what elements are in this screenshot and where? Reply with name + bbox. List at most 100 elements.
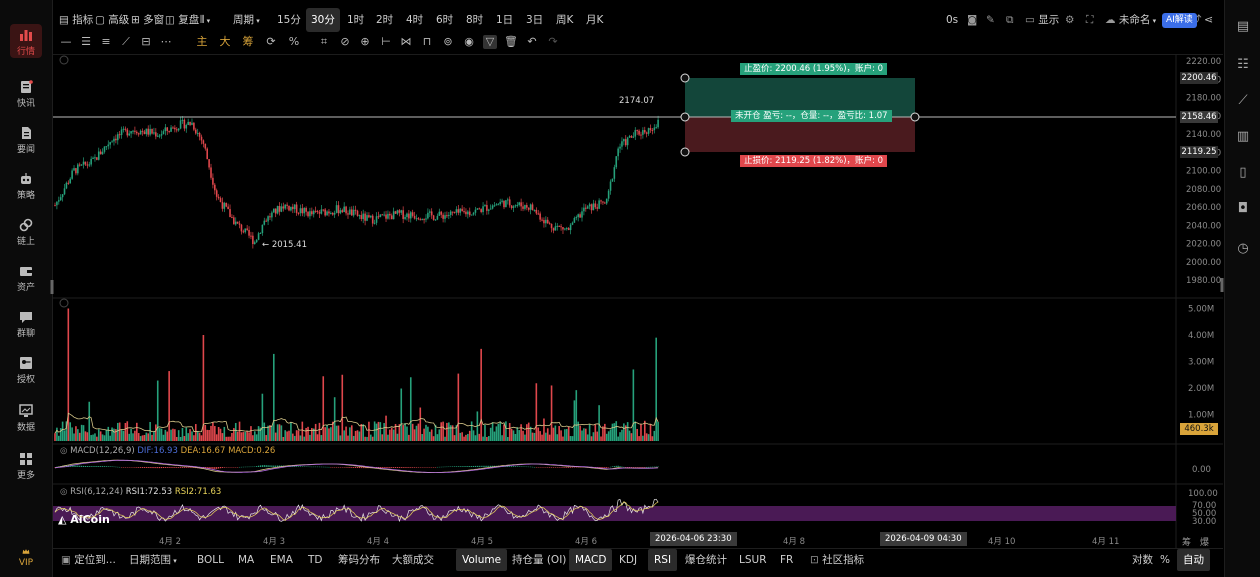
indicator-td[interactable]: TD: [308, 554, 323, 566]
magnet-icon[interactable]: ⊚: [443, 35, 453, 48]
clock-icon[interactable]: ◷: [1237, 241, 1249, 256]
interval-1h[interactable]: 1时: [347, 14, 365, 26]
ruler-icon[interactable]: ⊘: [340, 35, 350, 48]
stop-loss-zone[interactable]: [685, 117, 915, 152]
multi-chart-button[interactable]: ⊞ 多窗: [131, 8, 164, 32]
date-range-dropdown[interactable]: 日期范围 ▾: [129, 549, 177, 571]
tablet-icon[interactable]: ▯: [1239, 165, 1247, 180]
liquidation-toggle[interactable]: 爆: [1200, 538, 1210, 548]
width-handle[interactable]: [910, 112, 920, 122]
period-dropdown[interactable]: 周期 ▾: [233, 8, 260, 32]
visibility-icon[interactable]: ◎: [60, 487, 71, 497]
chip-toggle[interactable]: 筹: [1182, 538, 1192, 548]
copy-icon[interactable]: ⧉: [1006, 14, 1014, 26]
pencil-icon[interactable]: ✎: [986, 14, 995, 26]
more-tools-icon[interactable]: ⋯: [160, 35, 172, 48]
parallel-lines-icon[interactable]: ☰: [81, 35, 91, 48]
sidebar-item-more[interactable]: 更多: [0, 452, 52, 481]
macd-legend[interactable]: ◎ MACD(12,26,9) DIF:16.93 DEA:16.67 MACD…: [60, 446, 275, 456]
sub-fr[interactable]: FR: [780, 554, 794, 566]
sub-rsi[interactable]: RSI: [648, 549, 678, 571]
crop-icon[interactable]: ⌗: [320, 35, 328, 48]
rsi-legend[interactable]: ◎ RSI(6,12,24) RSI1:72.53 RSI2:71.63: [60, 487, 221, 497]
undo-icon[interactable]: ↶: [527, 35, 537, 48]
replay-button[interactable]: ◫ 复盘: [165, 8, 199, 32]
filter-icon[interactable]: ▽: [483, 35, 497, 49]
indicator-big-trade[interactable]: 大额成交: [392, 554, 434, 566]
interval-8h[interactable]: 8时: [466, 14, 484, 26]
vip-button[interactable]: VIP: [0, 548, 52, 568]
interval-1d[interactable]: 1日: [496, 14, 514, 26]
percent-scale-toggle[interactable]: %: [1160, 554, 1170, 566]
compare-icon[interactable]: ⟳: [266, 35, 276, 48]
display-button[interactable]: ▭ 显示: [1025, 8, 1059, 32]
ai-interpret-button[interactable]: AI解读: [1162, 13, 1197, 28]
lock-icon[interactable]: ⊓: [422, 35, 432, 48]
settings-icon[interactable]: ⚙: [1065, 14, 1075, 26]
sidebar-item-flash[interactable]: 快讯: [0, 80, 52, 109]
big-order-button[interactable]: 大: [219, 35, 231, 48]
chip-button[interactable]: 筹: [242, 35, 254, 48]
robot-rail-icon[interactable]: ◘: [1237, 201, 1249, 216]
percent-tool-icon[interactable]: %: [288, 35, 300, 48]
indicator-button[interactable]: ▤ 指标: [59, 8, 93, 32]
interval-6h[interactable]: 6时: [436, 14, 454, 26]
interval-30m[interactable]: 30分: [306, 8, 340, 32]
sub-lsur[interactable]: LSUR: [739, 554, 767, 566]
sidebar-item-auth[interactable]: 授权: [0, 356, 52, 385]
locate-button[interactable]: ▣ 定位到...: [61, 549, 116, 571]
chart-type-dropdown[interactable]: ⫴ ▾: [200, 8, 210, 32]
main-force-button[interactable]: 主: [196, 35, 208, 48]
sub-kdj[interactable]: KDJ: [619, 554, 638, 566]
camera-icon[interactable]: ◙: [967, 14, 978, 26]
indicator-ma[interactable]: MA: [238, 554, 255, 566]
take-profit-tag[interactable]: 止盈价: 2200.46 (1.95%)，账户: 0: [740, 63, 888, 75]
sidebar-item-market[interactable]: 行情: [0, 28, 52, 57]
interval-4h[interactable]: 4时: [406, 14, 424, 26]
layout-dropdown[interactable]: ☁ 未命名 ▾: [1105, 8, 1156, 32]
fib-icon[interactable]: ⊟: [141, 35, 151, 48]
fullscreen-icon[interactable]: ⛶: [1086, 14, 1094, 26]
pane-settings-icon[interactable]: [59, 55, 69, 65]
sidebar-item-strategy[interactable]: 策略: [0, 172, 52, 201]
stop-loss-tag[interactable]: 止损价: 2119.25 (1.82%)，账户: 0: [740, 155, 888, 167]
eye-icon[interactable]: ◉: [464, 35, 474, 48]
orderbook-icon[interactable]: ▤: [1236, 19, 1250, 34]
layers-icon[interactable]: ▥: [1236, 129, 1250, 144]
sl-handle[interactable]: [680, 147, 690, 157]
sidebar-item-assets[interactable]: 资产: [0, 264, 52, 293]
sub-liquidation[interactable]: 爆仓统计: [685, 554, 727, 566]
pattern-icon[interactable]: ⋈: [400, 35, 412, 48]
interval-15m[interactable]: 15分: [277, 14, 301, 26]
interval-3d[interactable]: 3日: [526, 14, 544, 26]
indicator-ema[interactable]: EMA: [270, 554, 293, 566]
channel-icon[interactable]: ≡: [101, 35, 111, 48]
interval-1mo[interactable]: 月K: [586, 14, 604, 26]
sidebar-item-news[interactable]: 要闻: [0, 126, 52, 155]
trash-icon[interactable]: 🗑: [504, 35, 518, 48]
auto-scale-toggle[interactable]: 自动: [1177, 549, 1210, 571]
position-tag[interactable]: 未开仓 盈亏: --，仓量: --，盈亏比: 1.07: [731, 110, 892, 122]
indicator-chip-dist[interactable]: 筹码分布: [338, 554, 380, 566]
trend-icon[interactable]: ⟋: [1238, 93, 1248, 108]
sub-macd[interactable]: MACD: [569, 549, 613, 571]
indicator-boll[interactable]: BOLL: [197, 554, 224, 566]
redo-icon[interactable]: ↷: [548, 35, 558, 48]
measure-icon[interactable]: ⊢: [381, 35, 391, 48]
advanced-button[interactable]: ▢ 高级: [95, 8, 129, 32]
pane-settings-icon[interactable]: [59, 298, 69, 308]
tp-handle[interactable]: [680, 73, 690, 83]
sub-volume[interactable]: Volume: [456, 549, 508, 571]
log-scale-toggle[interactable]: 对数: [1132, 554, 1153, 566]
visibility-icon[interactable]: ◎: [60, 446, 71, 456]
entry-handle[interactable]: [680, 112, 690, 122]
interval-2h[interactable]: 2时: [376, 14, 394, 26]
horizontal-line-icon[interactable]: —: [60, 35, 72, 48]
sidebar-item-data[interactable]: 数据: [0, 404, 52, 433]
sidebar-item-onchain[interactable]: 链上: [0, 218, 52, 247]
interval-1w[interactable]: 周K: [556, 14, 574, 26]
sidebar-item-chat[interactable]: 群聊: [0, 310, 52, 339]
community-indicator-button[interactable]: ⊡ 社区指标: [810, 549, 864, 571]
list-icon[interactable]: ☷: [1237, 57, 1249, 72]
